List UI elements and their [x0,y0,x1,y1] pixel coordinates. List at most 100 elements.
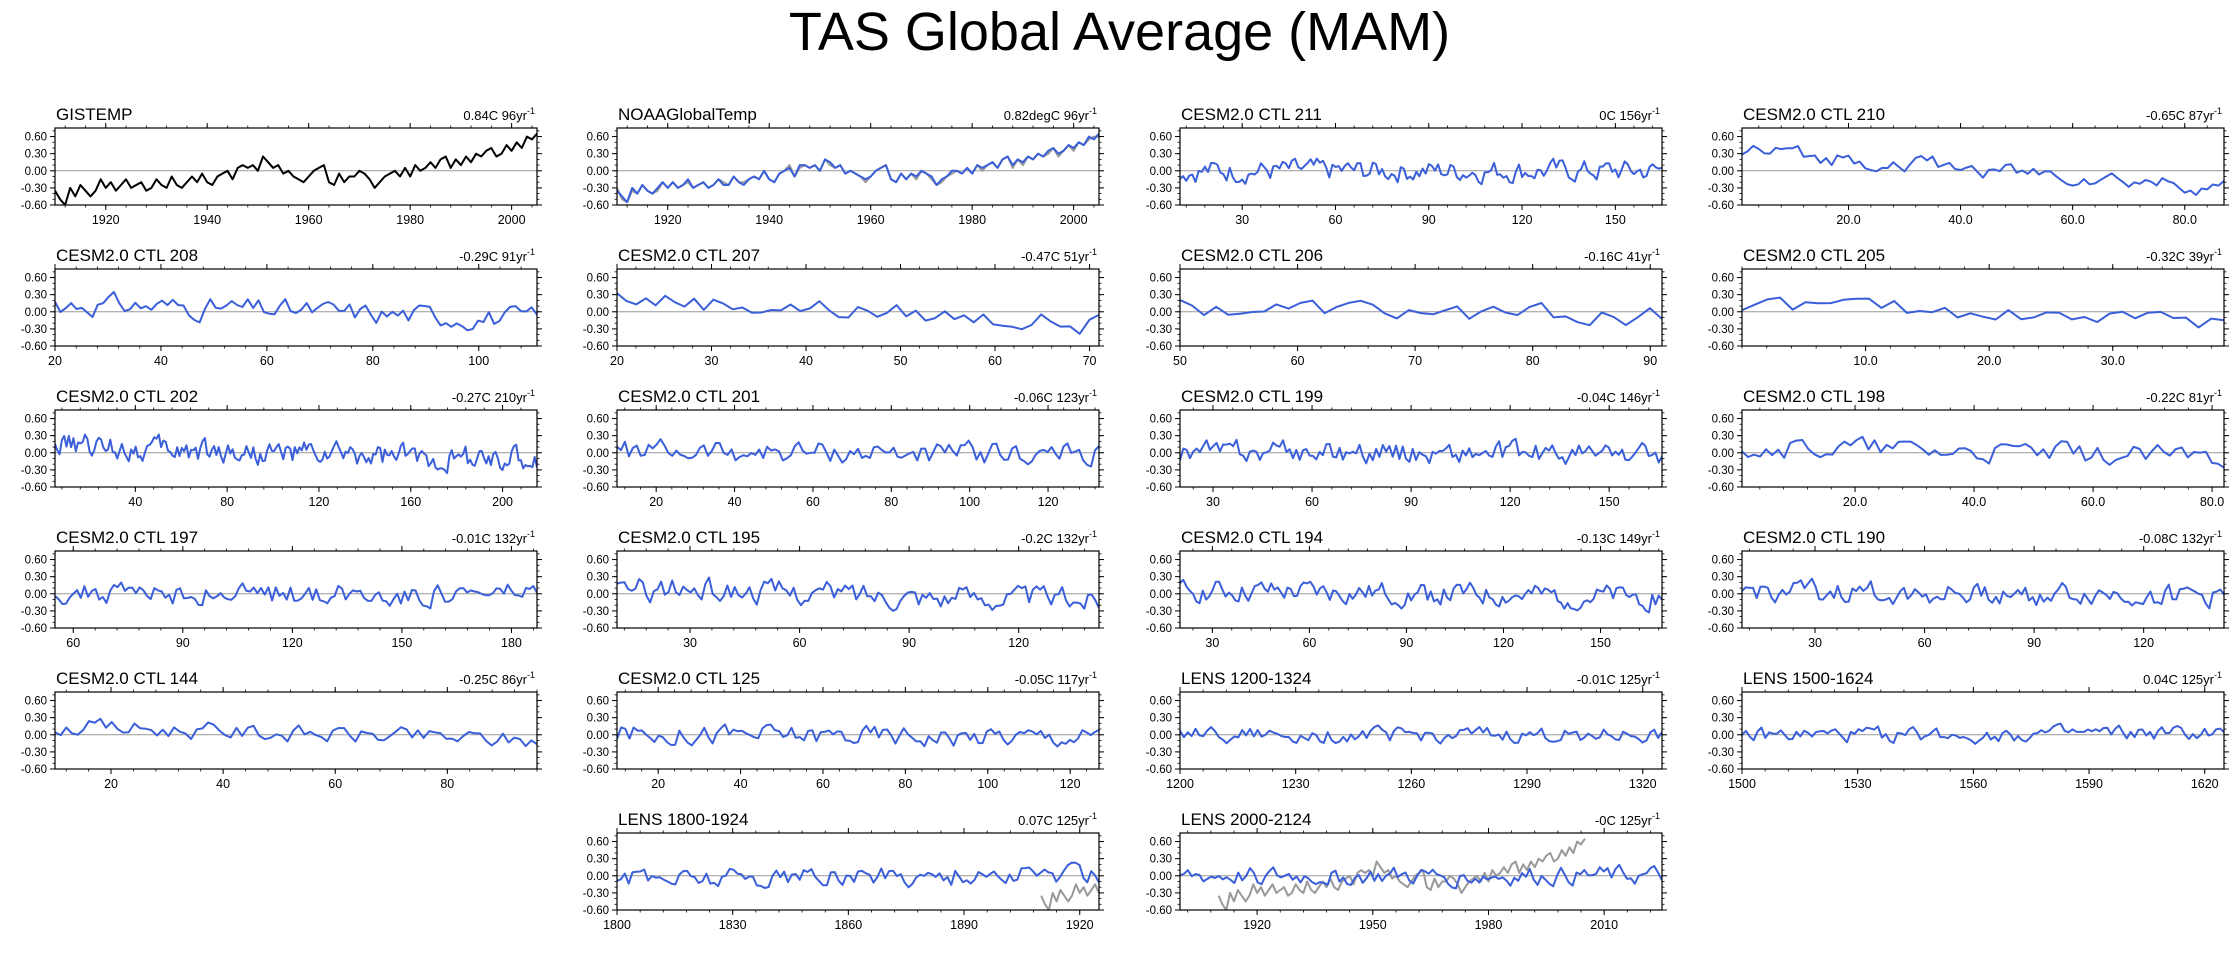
y-tick-label: -0.30 [583,888,609,900]
y-tick-label: 0.30 [1712,431,1734,443]
x-tick-label: 160 [400,495,421,509]
panel-11: CESM2.0 CTL 198 -0.22C 81yr-1 0.60 0.30 0.00… [1708,387,2229,509]
panel-title: CESM2.0 CTL 198 [1743,387,1885,406]
y-tick-label: -0.60 [21,623,47,635]
series-line [617,861,1099,889]
y-tick-label: -0.30 [583,183,609,195]
x-tick-label: 2000 [498,213,526,227]
y-tick-label: -0.30 [1708,747,1734,759]
x-tick-label: 120 [1038,495,1059,509]
x-tick-label: 30 [705,354,719,368]
y-tick-label: 0.30 [1150,713,1172,725]
y-tick-label: 0.60 [25,273,47,285]
plot-frame [1179,268,1663,347]
x-tick-label: 80 [1526,354,1540,368]
x-tick-label: 1920 [1066,918,1094,932]
y-tick-label: 0.00 [587,730,609,742]
trend-label: -0.22C 81yr-1 [2146,388,2222,405]
y-tick-label: 0.00 [25,448,47,460]
panel-19: LENS 1500-1624 0.04C 125yr-1 0.60 0.30 0.00 -… [1708,669,2229,791]
plot-frame [1741,550,2225,629]
y-tick-label: -0.30 [1146,183,1172,195]
x-tick-label: 60 [328,777,342,791]
x-tick-label: 100 [959,495,980,509]
y-tick-label: 0.60 [587,273,609,285]
y-tick-label: 0.30 [25,431,47,443]
plot-frame [1741,691,2225,770]
x-tick-label: 90 [1422,213,1436,227]
x-tick-label: 60 [988,354,1002,368]
y-tick-label: 0.00 [1712,589,1734,601]
x-tick-label: 1950 [1359,918,1387,932]
x-tick-label: 1290 [1513,777,1541,791]
y-tick-label: 0.60 [25,132,47,144]
x-tick-label: 60 [1291,354,1305,368]
y-tick-label: -0.60 [21,200,47,212]
panel-17: CESM2.0 CTL 125 -0.05C 117yr-1 0.60 0.30 0.0… [583,669,1104,791]
y-tick-label: 0.30 [1150,431,1172,443]
x-tick-label: 1980 [958,213,986,227]
trend-label: -0.06C 123yr-1 [1014,388,1097,405]
y-tick-label: 0.30 [1150,290,1172,302]
x-tick-label: 1590 [2075,777,2103,791]
series-line [1180,437,1662,465]
panel-title: CESM2.0 CTL 210 [1743,105,1885,124]
y-tick-label: -0.30 [1708,324,1734,336]
plot-frame [616,409,1100,488]
y-tick-label: 0.00 [1150,307,1172,319]
y-tick-label: -0.60 [1146,341,1172,353]
y-tick-label: 0.00 [25,730,47,742]
y-tick-label: -0.60 [1708,482,1734,494]
y-tick-label: -0.30 [21,747,47,759]
y-tick-label: 0.00 [587,448,609,460]
panel-12: CESM2.0 CTL 197 -0.01C 132yr-1 0.60 0.30 0.0… [21,528,542,650]
x-tick-label: 70 [1083,354,1097,368]
obs-overlay-line [617,135,1099,204]
y-tick-label: -0.60 [583,341,609,353]
y-tick-label: -0.60 [583,482,609,494]
y-tick-label: 0.00 [587,871,609,883]
y-tick-label: -0.30 [583,747,609,759]
x-tick-label: 1960 [295,213,323,227]
x-tick-label: 90 [902,636,916,650]
trend-label: -0.08C 132yr-1 [2139,529,2222,546]
panel-9: CESM2.0 CTL 201 -0.06C 123yr-1 0.60 0.30 0.0… [583,387,1104,509]
trend-label: -0.25C 86yr-1 [459,670,535,687]
x-tick-label: 70 [1408,354,1422,368]
series-line [1180,863,1662,890]
y-tick-label: 0.00 [1150,589,1172,601]
x-tick-label: 150 [1599,495,1620,509]
y-tick-label: 0.60 [1712,273,1734,285]
x-tick-label: 1860 [834,918,862,932]
x-tick-label: 50 [1173,354,1187,368]
x-tick-label: 40 [154,354,168,368]
plot-frame [54,127,538,206]
y-tick-label: 0.30 [1712,713,1734,725]
panel-title: CESM2.0 CTL 201 [618,387,760,406]
x-tick-label: 1980 [1475,918,1503,932]
panel-title: CESM2.0 CTL 144 [56,669,198,688]
x-tick-label: 180 [501,636,522,650]
x-tick-label: 30 [683,636,697,650]
x-tick-label: 120 [282,636,303,650]
page-title: TAS Global Average (MAM) [788,2,1451,62]
y-tick-label: 0.00 [1712,448,1734,460]
y-tick-label: 0.30 [587,713,609,725]
plot-frame [1179,832,1663,911]
y-tick-label: 0.30 [25,713,47,725]
y-tick-label: -0.60 [583,200,609,212]
x-tick-label: 60 [806,495,820,509]
y-tick-label: -0.60 [1146,905,1172,917]
x-tick-label: 1960 [857,213,885,227]
x-tick-label: 60 [793,636,807,650]
panel-title: CESM2.0 CTL 207 [618,246,760,265]
x-tick-label: 1320 [1629,777,1657,791]
panel-8: CESM2.0 CTL 202 -0.27C 210yr-1 0.60 0.30 0.0… [21,387,542,509]
x-tick-label: 120 [1060,777,1081,791]
trend-label: 0.84C 96yr-1 [463,106,535,123]
y-tick-label: 0.30 [587,149,609,161]
y-tick-label: 0.60 [1712,555,1734,567]
y-tick-label: 0.00 [25,589,47,601]
x-tick-label: 120 [309,495,330,509]
